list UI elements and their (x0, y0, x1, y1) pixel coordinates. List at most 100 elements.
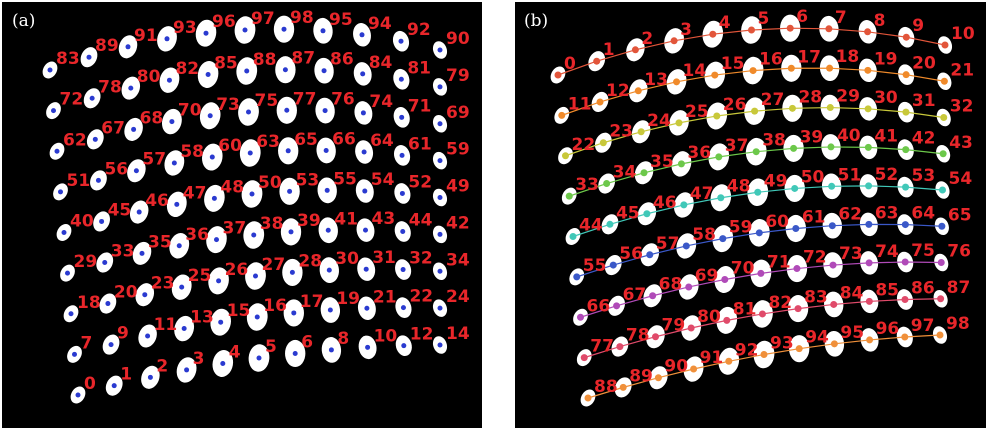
point-number: 55 (583, 256, 607, 276)
page: {"panel_a": {"label": "(a)", "rows": [ [… (0, 0, 988, 431)
center-dot (675, 119, 682, 126)
point-number: 40 (70, 212, 94, 232)
center-dot (248, 151, 253, 156)
point-number: 95 (840, 323, 864, 343)
point-number: 44 (409, 211, 433, 231)
center-dot (326, 228, 331, 233)
center-dot (938, 223, 945, 230)
center-dot (685, 283, 692, 290)
center-dot (177, 243, 182, 248)
point-number: 93 (770, 334, 794, 354)
point-number: 21 (373, 287, 397, 307)
center-dot (788, 65, 795, 72)
center-dot (400, 191, 405, 196)
point-number: 35 (148, 232, 172, 252)
center-dot (253, 274, 258, 279)
point-number: 72 (803, 248, 827, 268)
point-number: 97 (251, 9, 275, 29)
center-dot (360, 71, 365, 76)
center-dot (99, 219, 104, 224)
point-number: 93 (173, 18, 197, 38)
center-dot (939, 187, 946, 194)
point-number: 79 (446, 66, 470, 86)
point-number: 39 (800, 127, 824, 147)
point-number: 46 (653, 193, 677, 213)
point-number: 86 (911, 279, 935, 299)
point-number: 37 (223, 219, 247, 239)
point-number: 75 (255, 91, 279, 111)
center-dot (72, 352, 77, 357)
center-dot (58, 189, 63, 194)
center-dot (577, 314, 584, 321)
center-dot (757, 270, 764, 277)
center-dot (438, 232, 443, 237)
center-dot (218, 320, 223, 325)
center-dot (937, 332, 944, 339)
point-number: 95 (329, 10, 353, 30)
point-number: 12 (410, 325, 434, 345)
center-dot (635, 87, 642, 94)
center-dot (723, 317, 730, 324)
point-number: 15 (721, 54, 745, 74)
point-number: 16 (759, 50, 783, 70)
point-number: 41 (874, 126, 898, 146)
center-dot (179, 285, 184, 290)
center-dot (901, 296, 908, 303)
center-dot (825, 25, 832, 32)
center-dot (903, 71, 910, 78)
center-dot (865, 221, 872, 228)
center-dot (566, 193, 573, 200)
point-number: 94 (805, 328, 829, 348)
point-number: 19 (336, 289, 360, 309)
center-dot (759, 310, 766, 317)
point-number: 96 (876, 319, 900, 339)
center-dot (751, 108, 758, 115)
center-dot (792, 225, 799, 232)
point-number: 51 (838, 165, 862, 185)
point-number: 70 (178, 101, 202, 121)
point-number: 14 (446, 324, 470, 344)
center-dot (208, 113, 213, 118)
point-number: 64 (370, 131, 394, 151)
center-dot (831, 340, 838, 347)
point-number: 16 (263, 296, 287, 316)
point-number: 92 (735, 340, 759, 360)
center-dot (597, 98, 604, 105)
center-dot (324, 148, 329, 153)
point-number: 58 (692, 225, 716, 245)
center-dot (826, 65, 833, 72)
center-dot (325, 188, 330, 193)
point-number: 12 (606, 81, 630, 101)
point-number: 71 (767, 252, 791, 272)
point-number: 60 (765, 212, 789, 232)
point-number: 29 (74, 252, 98, 272)
center-dot (399, 115, 404, 120)
point-number: 27 (761, 90, 785, 110)
center-dot (51, 108, 56, 113)
point-number: 75 (911, 241, 935, 261)
point-number: 48 (727, 177, 751, 197)
point-number: 97 (911, 316, 935, 336)
center-dot (830, 262, 837, 269)
point-number: 22 (572, 135, 596, 155)
center-dot (365, 345, 370, 350)
point-number: 65 (294, 130, 318, 150)
center-dot (322, 68, 327, 73)
center-dot (787, 25, 794, 32)
center-dot (169, 119, 174, 124)
point-number: 24 (446, 287, 470, 307)
center-dot (790, 145, 797, 152)
center-dot (131, 127, 136, 132)
center-dot (128, 86, 133, 91)
point-number: 73 (216, 95, 240, 115)
point-number: 11 (568, 94, 592, 114)
point-number: 15 (227, 301, 251, 321)
point-number: 22 (409, 287, 433, 307)
center-dot (172, 160, 177, 165)
center-dot (942, 42, 949, 49)
center-dot (364, 267, 369, 272)
center-dot (606, 221, 613, 228)
center-dot (284, 108, 289, 113)
point-number: 32 (950, 97, 974, 117)
center-dot (750, 67, 757, 74)
